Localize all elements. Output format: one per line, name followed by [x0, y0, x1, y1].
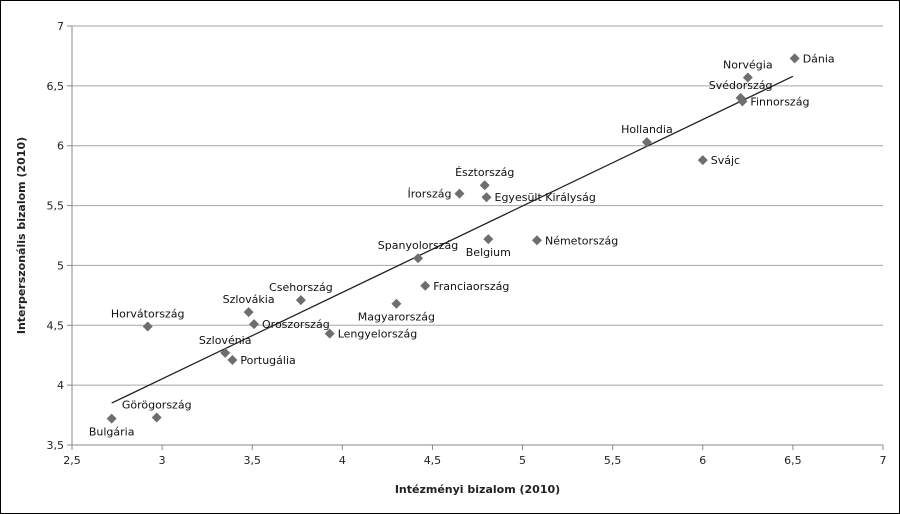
- x-tick-label: 7: [880, 454, 887, 467]
- x-axis-title: Intézményi bizalom (2010): [395, 483, 560, 496]
- data-point-label: Szlovénia: [199, 334, 252, 347]
- data-point-marker: [106, 413, 117, 424]
- data-point-label: Németország: [545, 234, 618, 247]
- data-point-marker: [483, 234, 494, 245]
- y-axis-ticks: 3,5 4 4,5 5 5,5 6 6,5 7: [47, 20, 72, 452]
- data-point-label: Svédország: [709, 79, 773, 92]
- data-point-label: Bulgária: [89, 426, 135, 439]
- data-point-marker: [142, 321, 153, 332]
- data-point-marker: [324, 328, 335, 339]
- x-tick-label: 5,5: [604, 454, 622, 467]
- data-point-label: Finnország: [750, 95, 809, 108]
- data-point-label: Dánia: [803, 52, 835, 65]
- data-point-label: Csehország: [269, 281, 333, 294]
- data-point-marker: [391, 298, 402, 309]
- data-point-marker: [249, 319, 260, 330]
- data-point-marker: [227, 355, 238, 366]
- data-point-label: Franciaország: [433, 280, 509, 293]
- y-tick-label: 7: [57, 20, 64, 33]
- data-point-marker: [295, 295, 306, 306]
- data-point-marker: [454, 188, 465, 199]
- data-point-marker: [413, 253, 424, 264]
- data-point-marker: [151, 412, 162, 423]
- y-axis-title: Interperszonális bizalom (2010): [15, 137, 28, 334]
- x-tick-label: 4,5: [424, 454, 442, 467]
- data-point-marker: [737, 96, 748, 107]
- grid: [72, 25, 883, 446]
- x-axis-ticks: 2,5 3 3,5 4 4,5 5 5,5 6 6,5 7: [63, 445, 887, 467]
- y-tick-label: 4,5: [47, 319, 65, 332]
- y-tick-label: 6: [57, 140, 64, 153]
- y-tick-label: 3,5: [47, 439, 65, 452]
- data-point-marker: [697, 155, 708, 166]
- x-tick-label: 4: [339, 454, 346, 467]
- data-point-marker: [220, 347, 231, 358]
- x-tick-label: 3,5: [243, 454, 261, 467]
- x-tick-label: 5: [519, 454, 526, 467]
- data-point-label: Svájc: [711, 154, 740, 167]
- data-point-label: Görögország: [122, 398, 192, 411]
- y-tick-label: 5,5: [47, 200, 65, 213]
- y-tick-label: 5: [57, 259, 64, 272]
- data-points: [106, 53, 800, 424]
- data-point-label: Portugália: [240, 354, 295, 367]
- data-point-label: Norvégia: [723, 58, 773, 71]
- data-point-marker: [481, 192, 492, 203]
- y-tick-label: 6,5: [47, 80, 65, 93]
- y-tick-label: 4: [57, 379, 64, 392]
- data-point-label: Lengyelország: [338, 328, 417, 341]
- data-point-marker: [243, 307, 254, 318]
- data-point-marker: [789, 53, 800, 64]
- data-point-label: Írország: [407, 188, 451, 201]
- data-point-label: Spanyolország: [378, 239, 458, 252]
- data-point-marker: [420, 280, 431, 291]
- data-point-label: Egyesült Királyság: [495, 191, 596, 204]
- data-point-label: Hollandia: [621, 123, 673, 136]
- data-point-label: Észtország: [455, 166, 514, 179]
- data-point-marker: [641, 137, 652, 148]
- data-point-label: Oroszország: [262, 318, 330, 331]
- data-point-label: Szlovákia: [223, 293, 275, 306]
- data-point-marker: [742, 72, 753, 83]
- data-labels: Dánia Norvégia Svédország Finnország Holland…: [89, 52, 835, 438]
- data-point-label: Belgium: [466, 246, 511, 259]
- x-tick-label: 6,5: [784, 454, 802, 467]
- data-point-label: Magyarország: [358, 311, 435, 324]
- data-point-marker: [479, 180, 490, 191]
- x-tick-label: 6: [699, 454, 706, 467]
- data-point-marker: [531, 235, 542, 246]
- data-point-label: Horvátország: [111, 307, 185, 320]
- x-tick-label: 2,5: [63, 454, 81, 467]
- x-tick-label: 3: [159, 454, 166, 467]
